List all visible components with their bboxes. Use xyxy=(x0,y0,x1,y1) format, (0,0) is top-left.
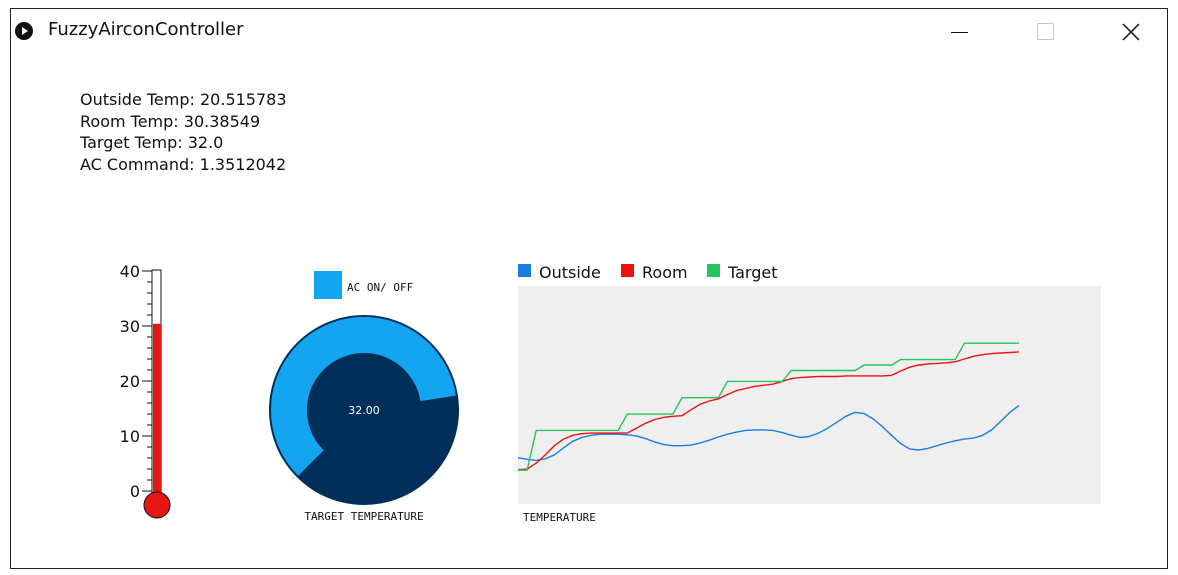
legend-label-outside: Outside xyxy=(539,263,601,282)
knob-center xyxy=(307,353,421,467)
thermometer: 40 30 20 10 0 xyxy=(120,262,171,519)
title-bar[interactable]: FuzzyAirconController xyxy=(11,9,1167,55)
chart-legend: Outside Room Target xyxy=(518,263,778,282)
knob-value-arc xyxy=(271,317,456,476)
legend-swatch-target xyxy=(707,264,720,277)
series-line-target xyxy=(518,342,1019,471)
legend-swatch-outside xyxy=(518,264,531,277)
thermometer-ticks: 40 30 20 10 0 xyxy=(120,262,152,501)
knob-label: TARGET TEMPERATURE xyxy=(304,510,423,523)
knob-max-tick: ' xyxy=(432,476,434,484)
plot-area xyxy=(518,286,1101,504)
target-temp-readout: Target Temp: 32.0 xyxy=(80,133,224,152)
thermometer-fill xyxy=(153,323,161,506)
chart-x-label: TEMPERATURE xyxy=(523,511,596,524)
knob-value: 32.00 xyxy=(348,404,380,417)
ac-toggle-button[interactable] xyxy=(314,271,342,299)
close-button[interactable] xyxy=(1107,14,1153,50)
series-line-outside xyxy=(517,404,1020,462)
series-line-room xyxy=(517,351,1020,471)
window-title: FuzzyAirconController xyxy=(48,19,244,40)
legend-swatch-room xyxy=(621,264,634,277)
knob-min-tick: ' xyxy=(292,476,294,484)
thermometer-tick-label: 20 xyxy=(120,372,140,391)
chart-lines xyxy=(517,342,1020,471)
ac-command-readout: AC Command: 1.3512042 xyxy=(80,154,287,174)
maximize-button[interactable] xyxy=(1021,14,1067,50)
ac-toggle-label: AC ON/ OFF xyxy=(347,281,413,294)
legend-label-target: Target xyxy=(727,263,778,282)
thermometer-tick-label: 10 xyxy=(120,427,140,446)
close-icon xyxy=(1122,23,1140,41)
thermometer-bulb xyxy=(143,491,171,519)
temperature-chart: Outside Room Target TEMPERATURE xyxy=(517,263,1101,524)
status-readouts: Outside Temp: 20.515783 Room Temp: 30.38… xyxy=(80,89,287,175)
legend-label-room: Room xyxy=(642,263,688,282)
target-temperature-knob[interactable]: 32.00 ' ' xyxy=(269,315,459,505)
thermometer-tick-label: 0 xyxy=(130,482,140,501)
thermometer-tick-label: 30 xyxy=(120,317,140,336)
room-temp-readout: Room Temp: 30.38549 xyxy=(80,111,261,131)
minimize-button[interactable] xyxy=(935,14,981,50)
thermometer-tick-label: 40 xyxy=(120,262,140,281)
play-circle-icon xyxy=(15,22,33,40)
outside-temp-readout: Outside Temp: 20.515783 xyxy=(80,90,287,109)
